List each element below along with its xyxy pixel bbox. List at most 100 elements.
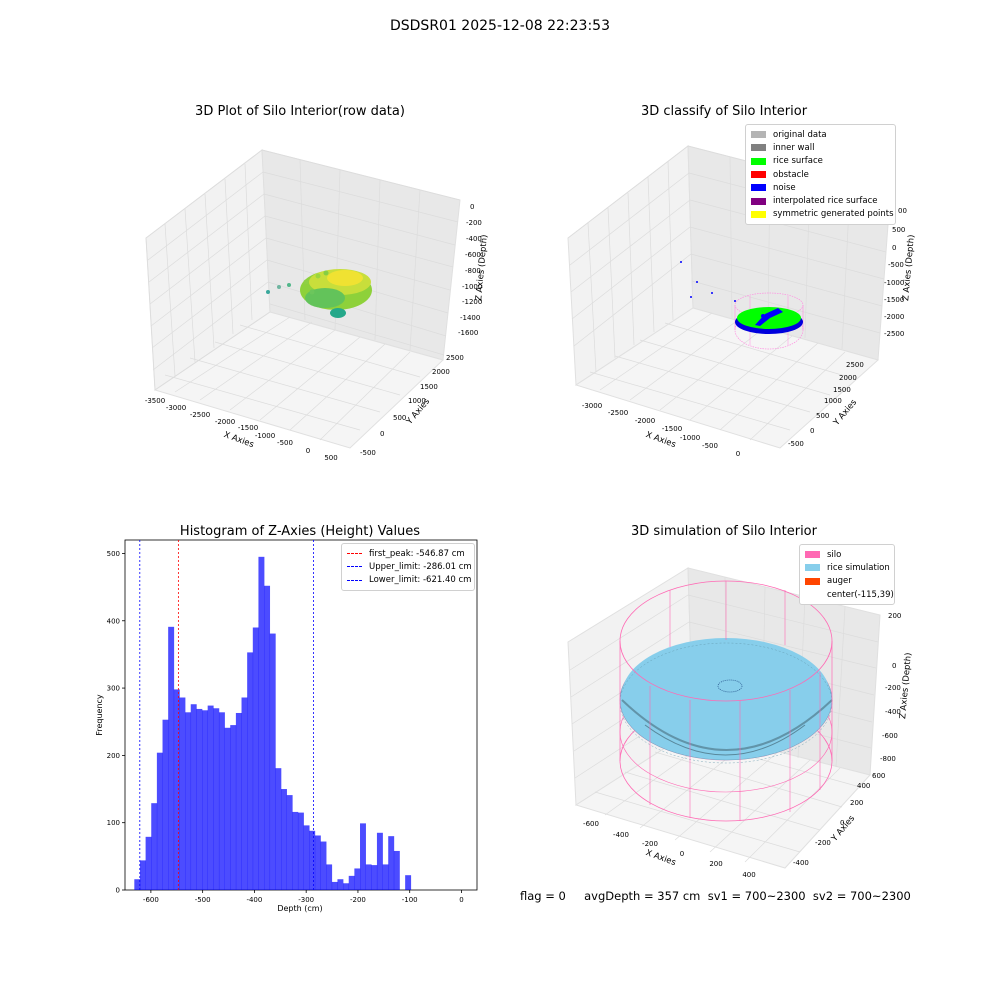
histogram-bar: [292, 811, 299, 890]
plot4-y-ticks: -400 -200 0 200 400 600: [793, 772, 885, 867]
plot4-z-ticks: 200 0 -200 -400 -600 -800: [880, 612, 901, 763]
plot2-z-tick: 0: [892, 244, 896, 252]
plot2-y-tick: 2500: [846, 361, 864, 369]
histogram-bar: [376, 832, 383, 890]
legend-entry-original-data: original data: [751, 128, 890, 141]
plot2-x-tick: -3000: [582, 402, 602, 410]
histogram-bar: [303, 825, 310, 890]
histogram-bar: [348, 875, 355, 890]
plot4-z-label: Z Axies (Depth): [898, 652, 914, 719]
plot1-y-tick: 1500: [420, 383, 438, 391]
legend-label: symmetric generated points: [773, 209, 894, 220]
histogram-bar: [151, 803, 158, 890]
histogram-title: Histogram of Z-Axies (Height) Values: [179, 524, 421, 539]
plot2-z-tick: -2000: [884, 313, 904, 321]
histogram-x-tick-label: -500: [195, 896, 211, 904]
legend-line-blue: [347, 566, 362, 568]
plot1-x-tick: -3500: [145, 397, 165, 405]
plot1-x-tick: -3000: [166, 404, 186, 412]
plot1-z-tick: -800: [465, 267, 481, 275]
histogram-bar: [365, 864, 372, 890]
histogram-bar: [269, 633, 276, 890]
histogram-bar: [235, 712, 242, 890]
histogram-bar: [241, 697, 248, 890]
histogram-chart: -600 -500 -400 -300 -200 -100 0 0 100 200 300 400 5…: [95, 539, 478, 913]
plot1-z-tick: 0: [470, 203, 474, 211]
plot2-z-label: Z Axies (Depth): [901, 234, 917, 301]
plot2-x-label: X Axies: [644, 430, 677, 450]
histogram-y-tick-label: 0: [116, 887, 120, 895]
legend-entry-rice-simulation: rice simulation: [805, 561, 890, 574]
plot1-x-tick: -2000: [215, 418, 235, 426]
plot2-x-tick: -1000: [680, 434, 700, 442]
histogram-bar: [168, 626, 175, 890]
plot2-z-tick: -1000: [884, 279, 904, 287]
plot4-y-tick: -200: [815, 839, 831, 847]
legend-swatch: [805, 591, 820, 598]
plot4-z-tick: -200: [885, 684, 901, 692]
histogram-bar: [202, 710, 208, 890]
legend-label: inner wall: [773, 142, 815, 153]
plot1-z-tick: -400: [466, 235, 482, 243]
histogram-y-ticks: 0 100 200 300 400 500: [107, 550, 125, 895]
plot1-z-tick: -600: [465, 251, 481, 259]
legend-entry-rice-surface: rice surface: [751, 155, 890, 168]
legend-label: interpolated rice surface: [773, 196, 878, 207]
plot4-y-tick: 600: [872, 772, 885, 780]
plot4-3d-axes: -600 -400 -200 0 200 400 X Axies -400 -2…: [567, 567, 914, 879]
legend-swatch: [751, 197, 766, 205]
plot4-x-tick: 400: [742, 871, 755, 879]
plot4-z-tick: -800: [880, 755, 896, 763]
histogram-bar: [230, 725, 237, 890]
plot2-z-tick: -1500: [884, 296, 904, 304]
plot1-y-tick: 500: [393, 414, 406, 422]
histogram-bar: [247, 652, 254, 890]
plot2-x-tick: -2500: [608, 409, 628, 417]
plot1-x-tick: 500: [324, 454, 337, 462]
histogram-legend: first_peak: -546.87 cm Upper_limit: -286…: [341, 543, 475, 591]
histogram-bar: [264, 585, 271, 890]
histogram-bar: [213, 708, 220, 890]
histogram-bar: [258, 556, 265, 890]
plot1-y-tick: -500: [360, 449, 376, 457]
histogram-bar: [156, 752, 163, 890]
legend-entry-auger: auger: [805, 575, 889, 588]
plot2-z-tick: -500: [888, 261, 904, 269]
histogram-x-tick-label: -300: [298, 896, 314, 904]
legend-label: center(-115,39): [827, 589, 894, 600]
legend-label: auger: [827, 576, 852, 587]
plot1-grid: [145, 149, 461, 441]
legend-label: noise: [773, 182, 796, 193]
plot4-y-tick: 0: [840, 819, 844, 827]
plot4-y-label: Y Axies: [829, 813, 857, 844]
plot1-z-tick: -200: [466, 219, 482, 227]
plot2-z-tick: 500: [892, 226, 905, 234]
plot2-x-tick: -1500: [662, 425, 682, 433]
histogram-y-tick-label: 400: [107, 617, 120, 625]
plot1-z-tick: -1200: [462, 298, 482, 306]
histogram-bar: [139, 860, 146, 890]
histogram-bar: [275, 768, 282, 890]
plot1-z-tick: -1400: [460, 314, 480, 322]
histogram-bar: [218, 712, 225, 890]
legend-swatch: [751, 131, 766, 139]
histogram-y-tick-label: 500: [107, 550, 120, 558]
plot2-z-ticks: 00 500 0 -500 -1000 -1500 -2000 -2500: [884, 207, 907, 338]
legend-swatch: [751, 144, 766, 152]
legend-label: first_peak: -546.87 cm: [369, 548, 465, 559]
plot4-x-label: X Axies: [644, 848, 677, 868]
histogram-bar: [371, 865, 378, 890]
plot4-x-tick: -400: [613, 831, 629, 839]
legend-swatch: [751, 171, 766, 179]
plot2-y-tick: 0: [810, 427, 814, 435]
histogram-bar: [173, 689, 180, 890]
histogram-x-tick-label: -200: [350, 896, 366, 904]
legend-label: rice surface: [773, 156, 823, 167]
plot4-title: 3D simulation of Silo Interior: [631, 524, 817, 539]
histogram-bar: [393, 850, 400, 890]
legend-label: rice simulation: [827, 562, 890, 573]
histogram-bar: [343, 883, 350, 890]
plot2-z-tick: 00: [898, 207, 907, 215]
plot2-x-tick: -2000: [635, 417, 655, 425]
plot2-y-ticks: -500 0 500 1000 1500 2000 2500: [788, 361, 864, 448]
